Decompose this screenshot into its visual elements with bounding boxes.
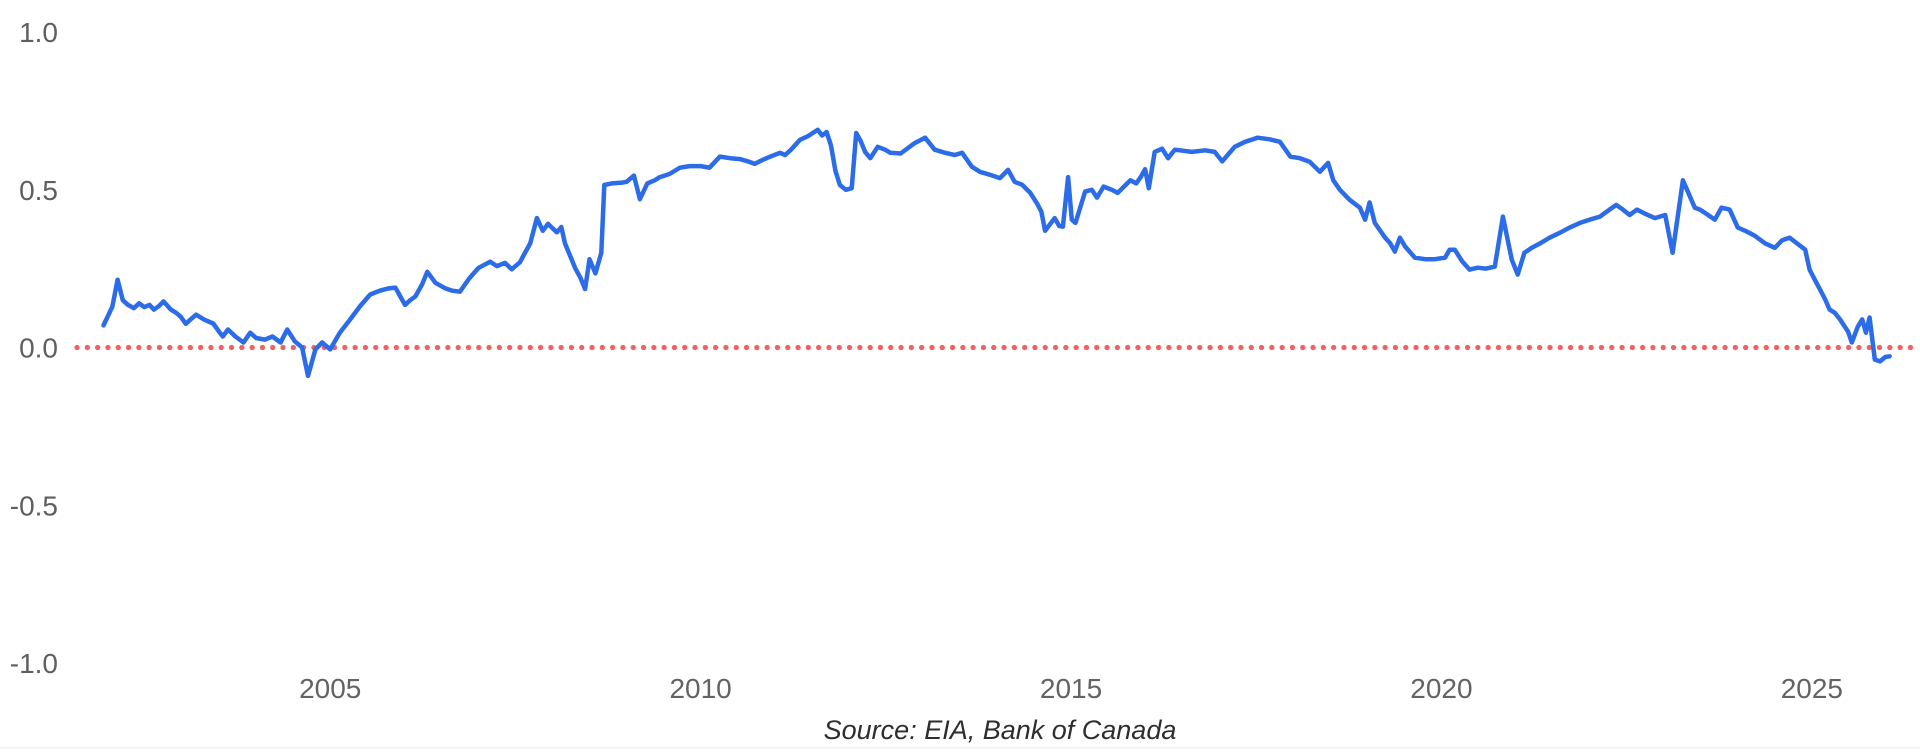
x-axis-tick-label: 2010 — [669, 673, 731, 704]
source-note: Source: EIA, Bank of Canada — [824, 715, 1177, 745]
x-axis-tick-label: 2015 — [1040, 673, 1102, 704]
y-axis-tick-label: 0.5 — [19, 175, 58, 206]
x-axis-tick-label: 2025 — [1781, 673, 1843, 704]
y-axis-tick-label: 0.0 — [19, 333, 58, 364]
y-axis-tick-label: -1.0 — [10, 648, 58, 679]
chart-series — [101, 127, 1892, 379]
x-axis-tick-label: 2020 — [1410, 673, 1472, 704]
x-axis-labels: 2005 2010 2015 2020 2025 — [299, 673, 1843, 704]
bottom-divider — [0, 747, 1920, 749]
y-axis-tick-label: -0.5 — [10, 490, 58, 521]
x-axis-tick-label: 2005 — [299, 673, 361, 704]
y-axis-tick-label: 1.0 — [19, 17, 58, 48]
y-axis-labels: 1.0 0.5 0.0 -0.5 -1.0 — [10, 17, 58, 679]
correlation-line — [101, 127, 1892, 379]
